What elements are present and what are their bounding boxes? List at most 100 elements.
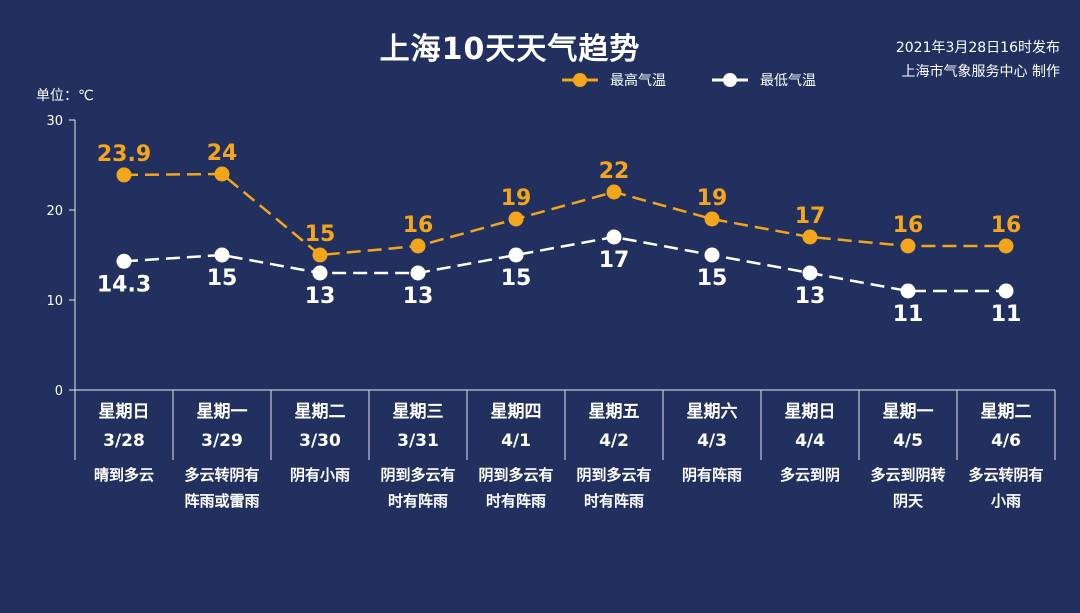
publish-time: 2021年3月28日16时发布 — [895, 40, 1060, 56]
low-temp-label: 15 — [501, 266, 532, 291]
high-temp-label: 19 — [501, 186, 532, 211]
weekday-text: 星期日 — [98, 402, 150, 422]
weekday-text: 星期日 — [784, 402, 836, 422]
legend-high-marker-icon — [562, 73, 598, 87]
y-tick-label: 0 — [55, 384, 63, 399]
weather-desc: 阴到多云有 时有阵雨 — [565, 462, 663, 514]
high-temp-label: 17 — [795, 204, 826, 229]
day-label: 星期一 3/29 — [173, 398, 271, 456]
weather-desc-line: 阴天 — [892, 492, 923, 510]
weather-desc-line: 小雨 — [990, 492, 1021, 510]
weather-desc-line: 多云到阴 — [779, 466, 840, 484]
weather-desc: 阴到多云有 时有阵雨 — [467, 462, 565, 514]
day-label: 星期二 3/30 — [271, 398, 369, 456]
legend-high: 最高气温 — [560, 70, 666, 90]
weekday-text: 星期一 — [196, 402, 248, 422]
date-text: 4/2 — [599, 431, 629, 451]
weather-desc: 阴有阵雨 — [663, 462, 761, 488]
weekday-text: 星期二 — [980, 402, 1032, 422]
low-temp-point — [704, 247, 720, 263]
unit-label: 单位：℃ — [36, 88, 94, 104]
weather-desc-line: 时有阵雨 — [485, 492, 546, 510]
publish-info: 2021年3月28日16时发布 上海市气象服务中心 制作 — [896, 36, 1060, 84]
low-temp-point — [998, 283, 1014, 299]
low-temp-label: 13 — [403, 284, 434, 309]
weather-desc: 多云转阴有阵雨或雷雨 — [173, 462, 271, 514]
low-temp-label: 14.3 — [97, 272, 151, 297]
high-temp-label: 22 — [599, 159, 630, 184]
weather-desc-line: 多云转阴有 — [184, 466, 260, 484]
day-label: 星期一 4/5 — [859, 398, 957, 456]
weather-desc: 阴有小雨 — [271, 462, 369, 488]
y-tick-label: 30 — [46, 114, 63, 129]
weekday-text: 星期二 — [294, 402, 346, 422]
low-temp-label: 13 — [305, 284, 336, 309]
high-temp-label: 16 — [893, 213, 924, 238]
weather-desc-line: 晴到多云 — [93, 466, 154, 484]
low-temp-point — [410, 265, 426, 281]
day-label: 星期日 4/4 — [761, 398, 859, 456]
high-temp-point — [312, 247, 328, 263]
chart-title: 上海10天天气趋势 — [379, 32, 641, 67]
date-text: 4/5 — [893, 431, 923, 451]
low-temp-label: 17 — [599, 248, 630, 273]
day-label: 星期二 4/6 — [957, 398, 1055, 456]
weather-desc: 阴到多云有 时有阵雨 — [369, 462, 467, 514]
high-temp-point — [802, 229, 818, 245]
weather-desc: 晴到多云 — [75, 462, 173, 488]
low-temp-point — [312, 265, 328, 281]
weather-desc-line: 多云到阴转 — [870, 466, 946, 484]
weather-desc-line: 阴到多云有 — [576, 466, 652, 484]
weather-desc-line: 时有阵雨 — [387, 492, 448, 510]
high-temp-point — [508, 211, 524, 227]
high-temp-point — [116, 167, 132, 183]
date-text: 3/30 — [299, 431, 341, 451]
low-temp-label: 15 — [697, 266, 728, 291]
low-temp-point — [214, 247, 230, 263]
date-text: 4/3 — [697, 431, 727, 451]
high-temp-point — [410, 238, 426, 254]
high-temp-point — [704, 211, 720, 227]
high-temp-line — [123, 172, 1006, 257]
weather-desc-line: 阵雨或雷雨 — [184, 492, 260, 510]
date-text: 4/4 — [795, 431, 825, 451]
weekday-text: 星期一 — [882, 402, 934, 422]
day-label: 星期三 3/31 — [369, 398, 467, 456]
weekday-text: 星期三 — [392, 402, 444, 422]
high-temp-label: 24 — [207, 141, 238, 166]
day-label: 星期四 4/1 — [467, 398, 565, 456]
weather-desc-line: 阴到多云有 — [380, 466, 456, 484]
legend-low: 最低气温 — [710, 70, 816, 90]
legend-high-label: 最高气温 — [610, 73, 666, 89]
low-temp-label: 11 — [991, 302, 1022, 327]
legend-low-marker-icon — [712, 73, 748, 87]
weather-desc: 多云转阴有 小雨 — [957, 462, 1055, 514]
low-temp-label: 15 — [207, 266, 238, 291]
weather-desc-line: 阴到多云有 — [478, 466, 554, 484]
low-temp-label: 13 — [795, 284, 826, 309]
high-temp-label: 19 — [697, 186, 728, 211]
high-temp-label: 15 — [305, 222, 336, 247]
high-temp-point — [214, 166, 230, 182]
y-tick-label: 20 — [46, 204, 63, 219]
weather-desc-line: 多云转阴有 — [968, 466, 1044, 484]
legend-low-label: 最低气温 — [760, 73, 816, 89]
high-temp-label: 16 — [403, 213, 434, 238]
low-temp-line — [123, 235, 1006, 293]
high-temp-label: 23.9 — [97, 142, 151, 167]
date-text: 4/1 — [501, 431, 531, 451]
publisher: 上海市气象服务中心 制作 — [901, 64, 1060, 80]
low-temp-label: 11 — [893, 302, 924, 327]
high-temp-label: 16 — [991, 213, 1022, 238]
weekday-text: 星期六 — [686, 402, 738, 422]
weather-desc-line: 阴有阵雨 — [681, 466, 742, 484]
date-text: 3/31 — [397, 431, 439, 451]
date-text: 3/29 — [201, 431, 243, 451]
low-temp-point — [900, 283, 916, 299]
weather-desc: 多云到阴 — [761, 462, 859, 488]
low-temp-point — [802, 265, 818, 281]
weekday-text: 星期四 — [490, 402, 542, 422]
low-temp-point — [606, 229, 622, 245]
weather-desc-line: 时有阵雨 — [583, 492, 644, 510]
